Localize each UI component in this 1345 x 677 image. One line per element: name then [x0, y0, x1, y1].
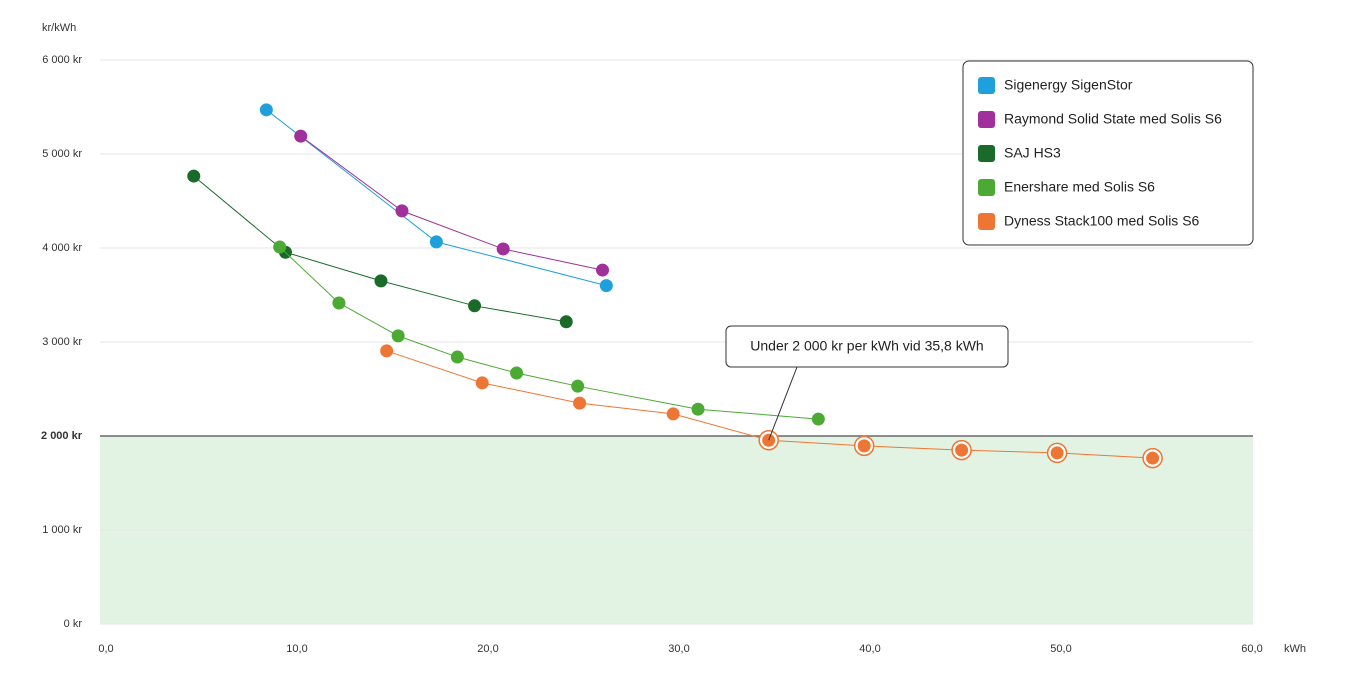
- x-axis-label: kWh: [1284, 643, 1306, 655]
- data-point: [496, 242, 510, 256]
- x-tick-label: 10,0: [286, 643, 307, 655]
- legend-label: Dyness Stack100 med Solis S6: [1004, 213, 1200, 229]
- legend-label: Enershare med Solis S6: [1004, 179, 1155, 195]
- x-tick-label: 50,0: [1050, 643, 1071, 655]
- data-point: [429, 235, 443, 249]
- x-tick-label: 0,0: [98, 643, 113, 655]
- x-tick-label: 30,0: [668, 643, 689, 655]
- data-point: [468, 299, 482, 313]
- legend-swatch: [978, 213, 995, 230]
- series-line: [279, 246, 819, 420]
- data-point: [571, 379, 585, 393]
- x-tick-label: 40,0: [859, 643, 880, 655]
- data-point: [955, 443, 969, 457]
- y-tick-label: 4 000 kr: [42, 242, 82, 254]
- series-line: [300, 135, 603, 271]
- legend-swatch: [978, 179, 995, 196]
- data-point: [1050, 446, 1064, 460]
- legend-swatch: [978, 145, 995, 162]
- y-tick-label: 5 000 kr: [42, 148, 82, 160]
- annotation-text: Under 2 000 kr per kWh vid 35,8 kWh: [750, 338, 983, 354]
- data-point: [294, 129, 308, 143]
- data-point: [259, 103, 273, 117]
- y-tick-label: 0 kr: [64, 618, 83, 630]
- annotation-box: [725, 325, 1009, 368]
- legend-swatch: [978, 111, 995, 128]
- data-point: [374, 274, 388, 288]
- data-point: [450, 350, 464, 364]
- data-point: [666, 407, 680, 421]
- y-axis-label: kr/kWh: [42, 22, 76, 34]
- data-point: [811, 412, 825, 426]
- legend-label: SAJ HS3: [1004, 145, 1061, 161]
- x-tick-label: 60,0: [1241, 643, 1262, 655]
- data-point: [596, 263, 610, 277]
- data-point: [1146, 451, 1160, 465]
- legend-label: Raymond Solid State med Solis S6: [1004, 111, 1222, 127]
- y-tick-label: 3 000 kr: [42, 336, 82, 348]
- data-point: [599, 279, 613, 293]
- data-point: [380, 344, 394, 358]
- legend-swatch: [978, 77, 995, 94]
- x-tick-label: 20,0: [477, 643, 498, 655]
- data-point: [395, 204, 409, 218]
- y-tick-label: 2 000 kr: [41, 430, 83, 442]
- data-point: [475, 376, 489, 390]
- annotation-pointer: [768, 366, 798, 441]
- data-point: [187, 169, 201, 183]
- series-line: [266, 109, 607, 287]
- data-point: [332, 296, 346, 310]
- y-tick-label: 6 000 kr: [42, 54, 82, 66]
- data-point: [391, 329, 405, 343]
- data-point: [857, 439, 871, 453]
- data-point: [273, 240, 287, 254]
- legend-box: [962, 60, 1254, 246]
- legend-label: Sigenergy SigenStor: [1004, 77, 1133, 93]
- data-point: [691, 402, 705, 416]
- data-point: [573, 396, 587, 410]
- data-point: [510, 366, 524, 380]
- y-tick-label: 1 000 kr: [42, 524, 82, 536]
- data-point: [559, 315, 573, 329]
